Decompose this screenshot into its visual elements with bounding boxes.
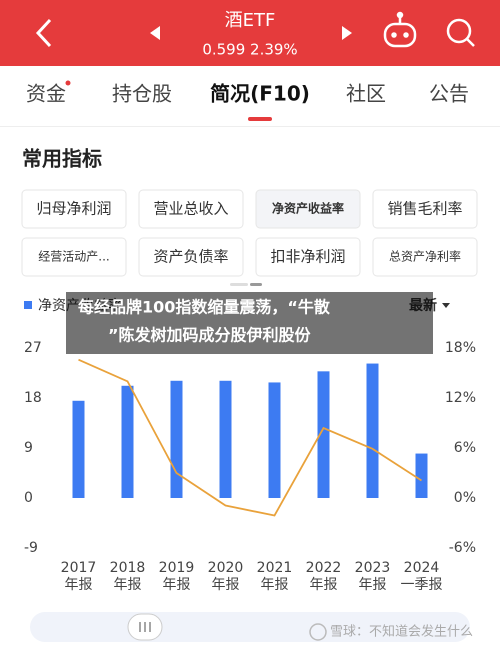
watermark-icon [309, 623, 327, 641]
x-tick-sublabel: 一季报 [401, 577, 443, 593]
x-tick-sublabel: 年报 [261, 577, 289, 593]
indicator-label: 营业总收入 [153, 200, 228, 218]
x-tick-label: 2024 [404, 560, 440, 576]
banner-line: 每经品牌100指数缩量震荡，“牛散 [78, 298, 331, 317]
x-tick-label: 2023 [355, 560, 391, 576]
bar [170, 380, 183, 498]
y2-tick-label: 18% [445, 340, 476, 356]
y-tick-label: 0 [24, 490, 33, 506]
x-tick-sublabel: 年报 [163, 577, 191, 593]
indicator-label: 销售毛利率 [387, 200, 462, 218]
tab[interactable]: 简况(F10) [210, 82, 310, 106]
legend-swatch [24, 301, 32, 309]
bar [415, 453, 428, 498]
x-tick-sublabel: 年报 [114, 577, 142, 593]
header-quote: 0.599 2.39% [202, 41, 297, 59]
bar [317, 371, 330, 498]
y2-tick-label: -6% [449, 540, 476, 556]
x-tick-sublabel: 年报 [212, 577, 240, 593]
x-tick-sublabel: 年报 [310, 577, 338, 593]
bar [219, 380, 232, 498]
bar [72, 400, 85, 498]
indicator-button[interactable] [138, 189, 244, 229]
watermark: 雪球：不知道会发生什么 [330, 624, 473, 640]
chart: 271890-918%12%6%0%-6%2017年报2018年报2019年报2… [24, 340, 476, 593]
prev-button[interactable] [150, 26, 160, 40]
x-tick-label: 2021 [257, 560, 293, 576]
divider [0, 126, 500, 127]
indicator-label: 经营活动产... [38, 250, 109, 264]
news-banner[interactable] [66, 292, 433, 354]
indicator-label: 归母净利润 [36, 200, 111, 218]
header [0, 0, 500, 66]
indicator-button[interactable] [138, 237, 244, 277]
dropdown-arrow[interactable] [442, 303, 450, 308]
x-tick-label: 2019 [159, 560, 195, 576]
banner-line: ”陈发树加码成分股伊利股份 [108, 326, 312, 345]
badge-dot [65, 80, 71, 86]
tab-bar: 资金 持仓股 简况(F10) 社区 公告 [26, 80, 469, 106]
indicator-label: 扣非净利润 [270, 248, 345, 266]
section-title: 常用指标 [22, 147, 102, 171]
page-indicator [230, 283, 248, 286]
header-title: 酒ETF [225, 10, 276, 31]
indicator-label: 总资产净利率 [389, 249, 461, 264]
x-tick-label: 2017 [61, 560, 97, 576]
indicator-button[interactable] [372, 237, 478, 277]
y2-tick-label: 12% [445, 390, 476, 406]
y2-tick-label: 6% [454, 440, 476, 456]
back-button[interactable] [35, 18, 52, 48]
tab-underline [248, 117, 272, 121]
indicator-button[interactable] [21, 189, 127, 229]
page-indicator-active [250, 283, 262, 286]
tab[interactable]: 资金 [26, 82, 66, 106]
bar [121, 385, 134, 498]
y-tick-label: 18 [24, 390, 42, 406]
bar [366, 363, 379, 498]
indicator-button[interactable] [255, 189, 361, 229]
indicator-button[interactable] [255, 237, 361, 277]
tab[interactable]: 公告 [429, 82, 469, 106]
tab[interactable]: 社区 [346, 82, 386, 106]
indicator-button[interactable] [372, 189, 478, 229]
y2-tick-label: 0% [454, 490, 476, 506]
x-tick-sublabel: 年报 [65, 577, 93, 593]
robot-icon[interactable] [383, 11, 417, 48]
x-tick-label: 2018 [110, 560, 146, 576]
indicator-label: 净资产收益率 [272, 201, 344, 216]
y-tick-label: 27 [24, 340, 42, 356]
y-tick-label: -9 [24, 540, 38, 556]
x-tick-label: 2022 [306, 560, 342, 576]
tab[interactable]: 持仓股 [112, 82, 172, 106]
next-button[interactable] [342, 26, 352, 40]
scroll-grip [139, 622, 151, 632]
bar [268, 382, 281, 498]
y-tick-label: 9 [24, 440, 33, 456]
x-tick-sublabel: 年报 [359, 577, 387, 593]
indicator-button[interactable] [21, 237, 127, 277]
x-tick-label: 2020 [208, 560, 244, 576]
search-icon[interactable] [446, 18, 475, 47]
indicator-label: 资产负债率 [153, 248, 228, 266]
line [78, 358, 422, 517]
